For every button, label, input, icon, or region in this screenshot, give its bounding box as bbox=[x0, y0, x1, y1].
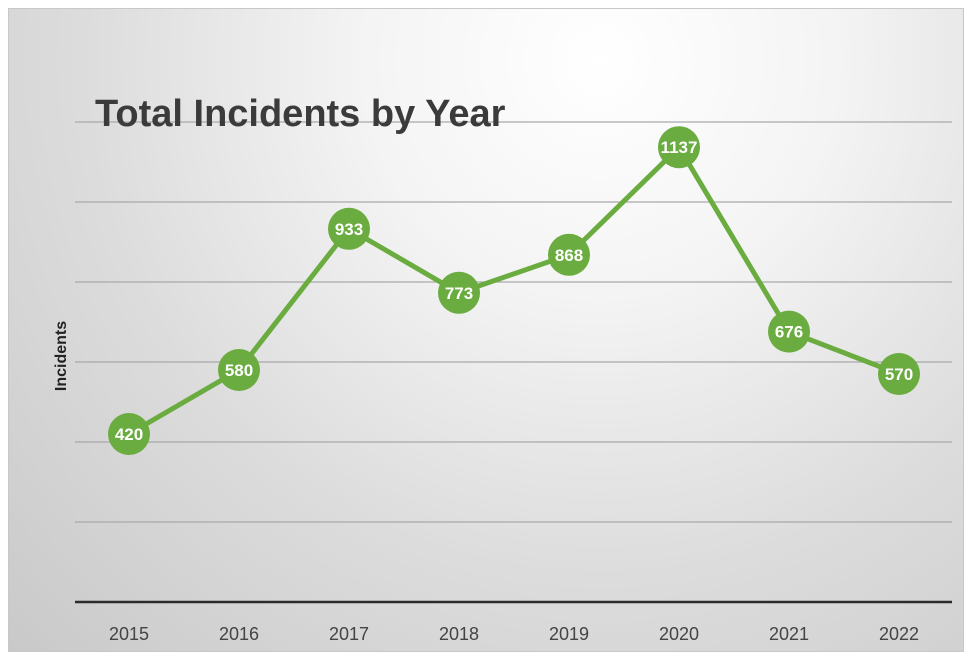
data-label: 676 bbox=[775, 323, 803, 342]
data-point bbox=[658, 126, 700, 169]
x-tick-label: 2022 bbox=[879, 624, 919, 644]
x-tick-label: 2021 bbox=[769, 624, 809, 644]
data-point bbox=[218, 349, 260, 391]
x-tick-label: 2020 bbox=[659, 624, 699, 644]
data-point bbox=[768, 310, 810, 353]
data-label: 773 bbox=[445, 284, 473, 303]
data-point bbox=[328, 207, 370, 250]
y-axis-label: Incidents bbox=[53, 321, 70, 391]
data-label: 420 bbox=[115, 425, 143, 444]
gridlines bbox=[75, 121, 952, 523]
data-label: 868 bbox=[555, 246, 583, 265]
chart-title: Total Incidents by Year bbox=[95, 93, 506, 135]
x-tick-label: 2019 bbox=[549, 624, 589, 644]
line-chart: Total Incidents by Year Incidents 2015 20… bbox=[53, 93, 952, 644]
data-point bbox=[548, 233, 590, 276]
x-tick-label: 2017 bbox=[329, 624, 369, 644]
data-label: 570 bbox=[885, 365, 913, 384]
series-line bbox=[126, 144, 902, 437]
data-label: 1137 bbox=[661, 138, 698, 157]
x-tick-label: 2018 bbox=[439, 624, 479, 644]
x-tick-label: 2015 bbox=[109, 624, 149, 644]
data-label: 580 bbox=[225, 361, 253, 380]
data-label: 933 bbox=[335, 220, 363, 239]
data-point bbox=[108, 413, 150, 455]
data-point bbox=[878, 353, 920, 395]
data-points: 420 580 933 773 868 1137 676 570 bbox=[108, 126, 920, 455]
chart-frame: Total Incidents by Year Incidents 2015 20… bbox=[8, 8, 964, 652]
x-axis-ticks: 2015 2016 2017 2018 2019 2020 2021 2022 bbox=[109, 624, 919, 644]
data-point bbox=[438, 271, 480, 314]
x-tick-label: 2016 bbox=[219, 624, 259, 644]
